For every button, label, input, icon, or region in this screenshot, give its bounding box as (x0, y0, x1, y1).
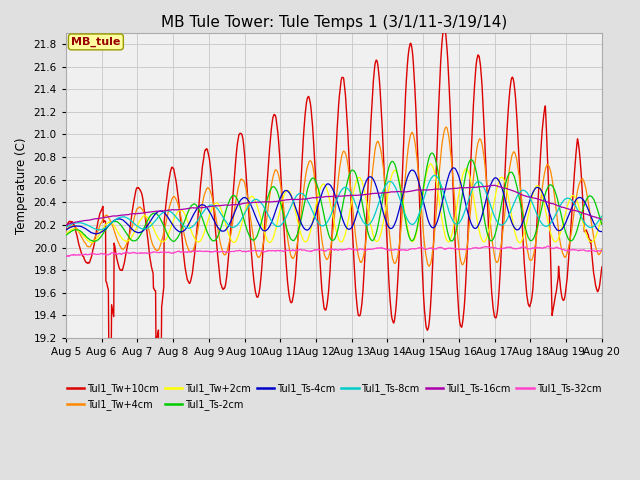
Title: MB Tule Tower: Tule Temps 1 (3/1/11-3/19/14): MB Tule Tower: Tule Temps 1 (3/1/11-3/19… (161, 15, 507, 30)
Text: MB_tule: MB_tule (71, 37, 120, 47)
Y-axis label: Temperature (C): Temperature (C) (15, 137, 28, 234)
Legend: Tul1_Tw+10cm, Tul1_Tw+4cm, Tul1_Tw+2cm, Tul1_Ts-2cm, Tul1_Ts-4cm, Tul1_Ts-8cm, T: Tul1_Tw+10cm, Tul1_Tw+4cm, Tul1_Tw+2cm, … (63, 380, 605, 414)
